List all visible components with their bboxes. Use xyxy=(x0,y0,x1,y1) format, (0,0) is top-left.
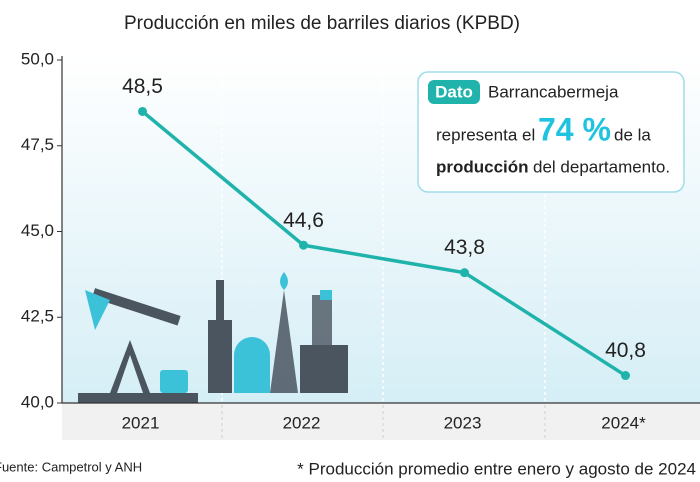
data-label: 44,6 xyxy=(283,209,324,232)
annotation-text: Barrancabermeja xyxy=(488,82,619,101)
annotation-text: del departamento. xyxy=(533,157,670,176)
annotation: Dato Barrancabermeja representa el 74 % … xyxy=(418,72,684,192)
annotation-text: representa el xyxy=(436,125,535,144)
x-tick-label: 2021 xyxy=(122,413,160,432)
chart: Producción en miles de barriles diarios … xyxy=(0,0,700,482)
data-label: 43,8 xyxy=(444,236,485,259)
point xyxy=(299,241,308,250)
annotation-text: de la xyxy=(614,125,651,144)
footnote: * Producción promedio entre enero y agos… xyxy=(297,459,696,478)
annotation-tag: Dato xyxy=(435,82,473,101)
annotation-bold: producción xyxy=(436,157,529,176)
point xyxy=(460,268,469,277)
x-tick-label: 2024* xyxy=(601,413,646,432)
y-tick-label: 47,5 xyxy=(21,135,54,154)
y-tick-label: 40,0 xyxy=(21,392,54,411)
x-tick-label: 2023 xyxy=(444,413,482,432)
y-tick-label: 50,0 xyxy=(21,49,54,68)
y-tick-label: 45,0 xyxy=(21,221,54,240)
x-tick-label: 2022 xyxy=(283,413,321,432)
source: Fuente: Campetrol y ANH xyxy=(0,459,142,474)
data-label: 48,5 xyxy=(122,75,163,98)
point xyxy=(621,371,630,380)
chart-title: Producción en miles de barriles diarios … xyxy=(124,13,520,34)
annotation-highlight: 74 % xyxy=(538,111,611,147)
data-label: 40,8 xyxy=(605,339,646,362)
point xyxy=(138,107,147,116)
y-tick-label: 42,5 xyxy=(21,307,54,326)
